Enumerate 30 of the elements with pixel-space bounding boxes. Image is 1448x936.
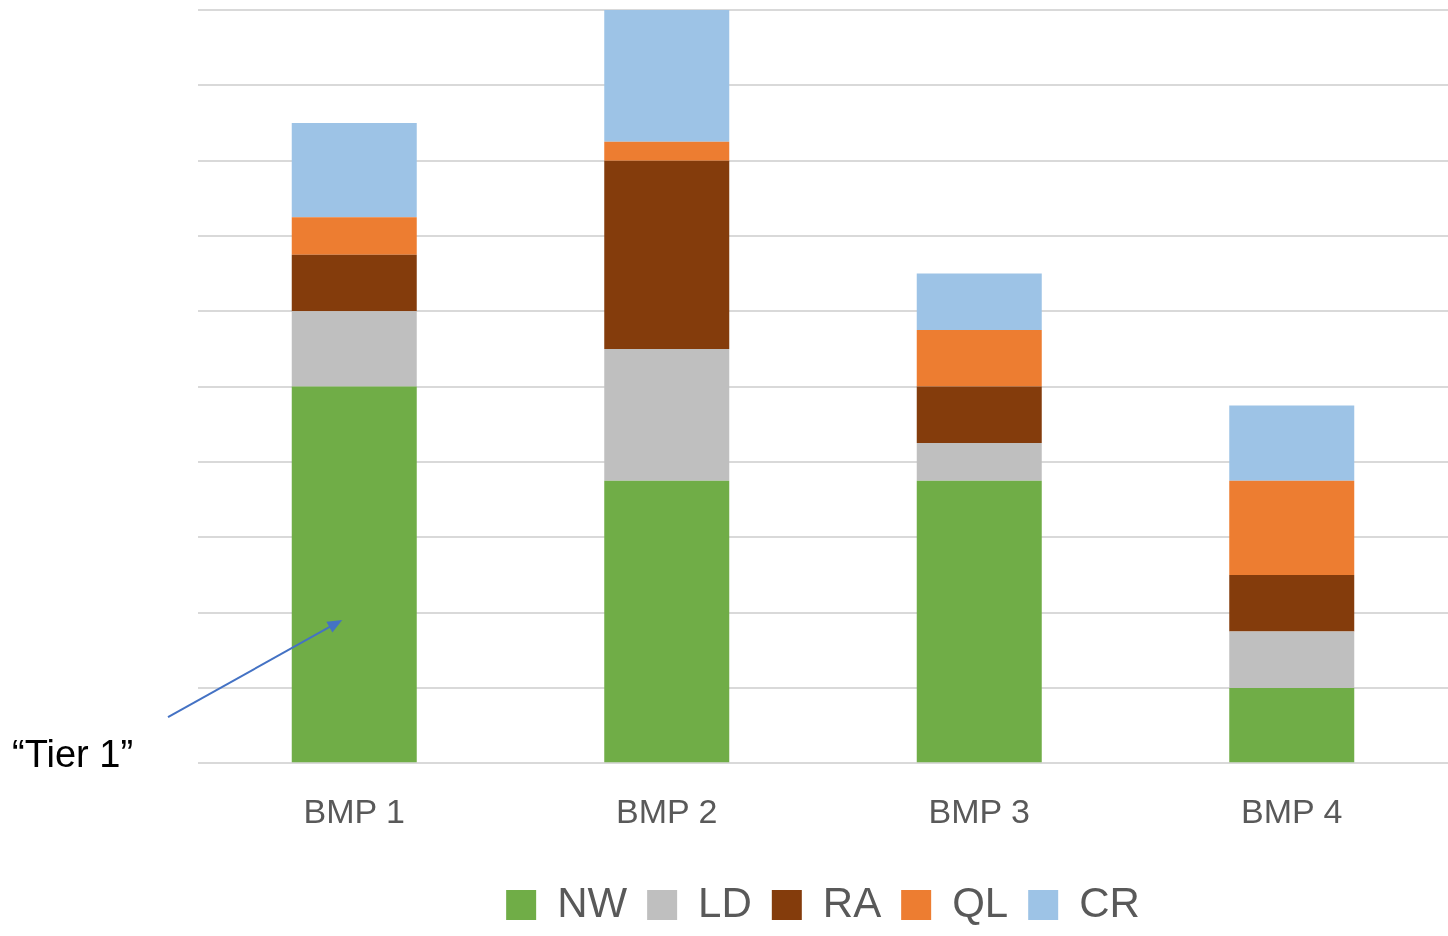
bar: [916, 480, 1042, 763]
bar: [291, 386, 417, 763]
text: “Tier 1”: [12, 733, 134, 777]
bar: [604, 10, 730, 142]
bar: [916, 330, 1042, 387]
bar: [1229, 405, 1355, 481]
bar: [1229, 631, 1355, 688]
bar: [1229, 574, 1355, 632]
x-tick-label: BMP 4: [1241, 791, 1343, 830]
bar: [291, 217, 417, 255]
legend-label: NW: [557, 878, 628, 926]
legend-label: QL: [952, 878, 1009, 926]
x-tick-label: BMP 2: [616, 791, 718, 830]
bar: [604, 160, 730, 349]
bar: [291, 254, 417, 312]
bar: [604, 348, 730, 481]
bar: [916, 273, 1042, 331]
bar: [604, 480, 730, 763]
bar: [291, 122, 417, 218]
bar: [916, 443, 1042, 481]
bar: [1229, 687, 1355, 763]
bar: [1229, 480, 1355, 575]
legend-label: LD: [698, 878, 752, 926]
bar: [291, 311, 417, 387]
legend-label: RA: [822, 878, 882, 926]
x-tick-label: BMP 1: [303, 791, 405, 830]
legend-label: CR: [1079, 878, 1140, 926]
x-tick-label: BMP 3: [928, 791, 1030, 830]
bar: [916, 386, 1042, 444]
bar: [604, 141, 730, 161]
